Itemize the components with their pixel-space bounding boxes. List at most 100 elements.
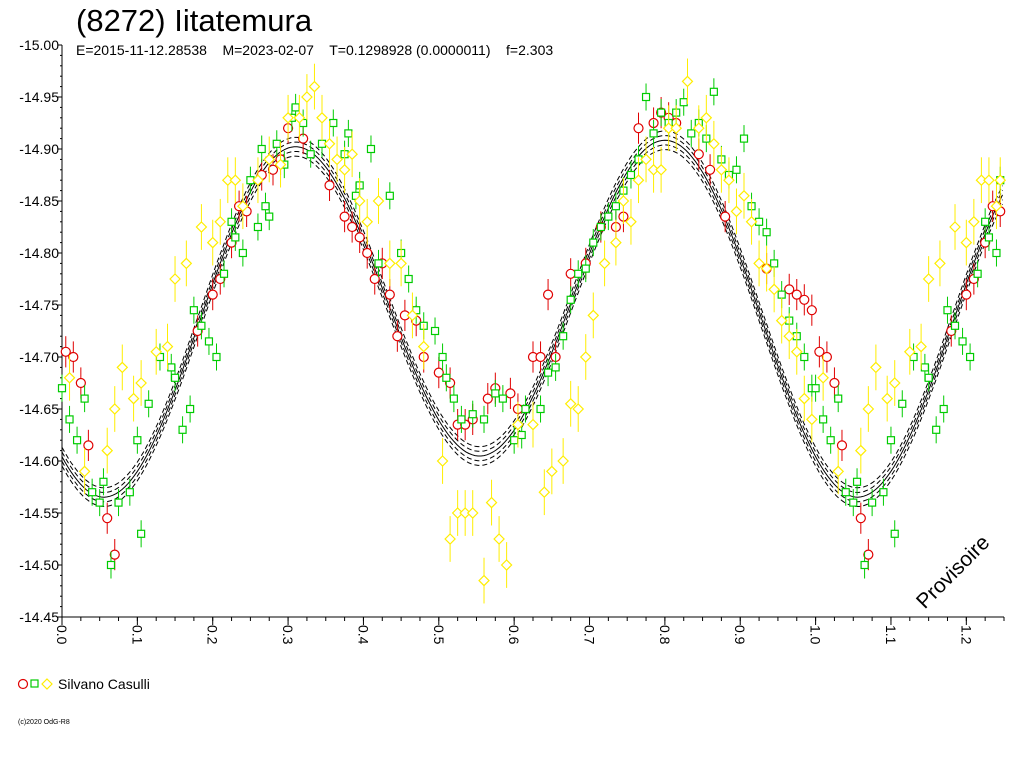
- data-point-circle: [799, 294, 810, 305]
- legend: Silvano Casulli: [16, 675, 150, 693]
- data-point-square: [238, 248, 247, 258]
- data-point-diamond: [101, 444, 114, 457]
- data-point-diamond: [293, 111, 306, 124]
- data-point-diamond: [500, 559, 513, 571]
- data-point-square: [939, 404, 948, 414]
- data-point-circle: [102, 513, 113, 524]
- y-tick-label: -14.95: [19, 89, 59, 105]
- data-point-diamond: [975, 174, 988, 187]
- data-point-square: [430, 326, 440, 336]
- data-point-square: [479, 415, 489, 424]
- data-point-circle: [392, 331, 403, 342]
- data-point-diamond: [127, 392, 140, 405]
- data-point-diamond: [862, 403, 875, 415]
- data-point-square: [943, 306, 952, 315]
- data-points-group: [57, 58, 1007, 604]
- x-tick-label: 0.9: [732, 625, 748, 645]
- x-tick-label: 1.2: [958, 625, 974, 645]
- data-point-diamond: [579, 351, 592, 363]
- x-tick-label: 0.8: [657, 625, 673, 645]
- data-point-circle: [347, 221, 358, 233]
- data-point-square: [261, 202, 270, 211]
- data-point-circle: [354, 232, 365, 243]
- chart-subtitle: E=2015-11-12.28538 M=2023-02-07 T=0.1298…: [76, 42, 554, 58]
- data-point-square: [197, 321, 206, 330]
- data-point-diamond: [527, 418, 539, 431]
- data-point-diamond: [436, 455, 449, 467]
- data-point-square: [404, 274, 413, 284]
- data-point-square: [649, 129, 658, 138]
- data-point-square: [80, 394, 89, 403]
- data-point-circle: [821, 351, 833, 363]
- data-point-square: [777, 290, 786, 299]
- data-point-diamond: [817, 371, 829, 384]
- data-point-diamond: [572, 403, 585, 415]
- data-point-square: [641, 92, 651, 102]
- x-tick-label: 0.2: [205, 625, 221, 645]
- data-point-circle: [836, 440, 848, 451]
- data-point-square: [457, 415, 466, 424]
- x-tick-label: 0.0: [54, 625, 70, 645]
- data-point-square: [57, 384, 67, 393]
- data-point-diamond: [681, 75, 694, 88]
- data-point-diamond: [655, 163, 667, 176]
- data-point-diamond: [790, 345, 803, 358]
- chart-title: (8272) Iitatemura: [76, 3, 313, 38]
- x-tick-label: 0.1: [129, 625, 145, 645]
- data-point-diamond: [161, 340, 174, 353]
- data-point-square: [329, 118, 338, 128]
- data-point-square: [981, 217, 990, 226]
- data-point-diamond: [640, 153, 652, 166]
- data-point-circle: [565, 268, 576, 279]
- data-point-square: [687, 129, 696, 138]
- data-point-square: [204, 337, 214, 346]
- x-tick-label: 0.6: [506, 625, 522, 645]
- fit-envelope-curve: [61, 135, 1003, 494]
- data-point-square: [521, 404, 530, 414]
- data-point-diamond: [512, 418, 524, 431]
- data-point-diamond: [459, 507, 472, 519]
- data-point-diamond: [301, 91, 313, 103]
- data-point-diamond: [700, 111, 713, 124]
- data-point-diamond: [960, 236, 973, 249]
- data-point-circle: [433, 367, 444, 378]
- data-point-square: [231, 233, 240, 242]
- data-point-circle: [542, 289, 554, 300]
- fit-curve: [61, 139, 1003, 498]
- data-point-diamond: [647, 163, 660, 176]
- data-point-square: [344, 129, 353, 138]
- data-point-square: [510, 436, 519, 445]
- data-point-diamond: [587, 309, 600, 322]
- data-point-square: [374, 259, 383, 268]
- data-point-diamond: [994, 174, 1007, 187]
- data-point-square: [253, 222, 263, 232]
- data-point-diamond: [180, 257, 193, 270]
- data-point-diamond: [968, 215, 980, 228]
- data-point-square: [826, 436, 835, 445]
- data-point-diamond: [775, 314, 788, 327]
- data-point-diamond: [617, 195, 630, 207]
- y-tick-label: -14.55: [19, 505, 59, 521]
- data-point-square: [800, 352, 809, 362]
- data-point-square: [868, 498, 877, 507]
- data-point-diamond: [485, 496, 498, 509]
- data-point-circle: [109, 549, 120, 560]
- data-point-diamond: [395, 257, 407, 270]
- data-point-diamond: [263, 153, 276, 166]
- data-point-diamond: [949, 221, 961, 233]
- data-point-diamond: [934, 257, 946, 270]
- data-point-diamond: [990, 200, 1003, 213]
- data-point-diamond: [417, 340, 430, 353]
- data-point-diamond: [383, 257, 396, 270]
- data-point-square: [581, 264, 590, 273]
- data-point-circle: [961, 289, 972, 300]
- data-point-square: [992, 248, 1001, 258]
- data-point-diamond: [745, 215, 758, 228]
- data-point-square: [144, 399, 153, 408]
- data-point-square: [114, 498, 123, 507]
- data-point-diamond: [730, 205, 743, 218]
- data-point-square: [272, 139, 281, 148]
- data-point-diamond: [353, 195, 366, 207]
- data-point-square: [950, 321, 960, 330]
- data-point-square: [133, 436, 142, 445]
